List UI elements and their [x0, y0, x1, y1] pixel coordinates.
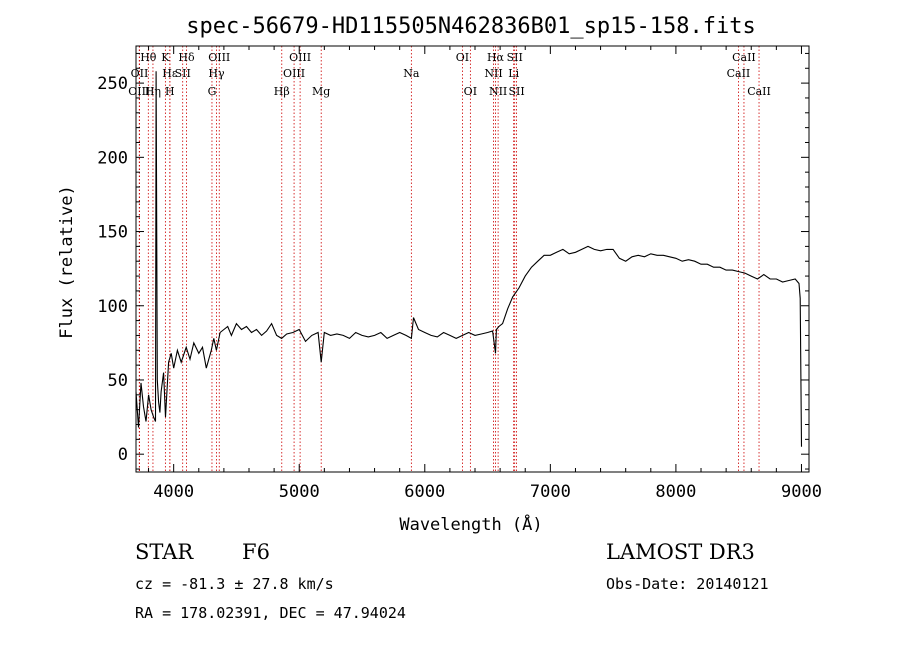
line-label-14: Hβ — [274, 85, 290, 98]
survey-name: LAMOST DR3 — [606, 540, 755, 564]
line-label-9: OIII — [208, 51, 230, 64]
line-label-4: Hε — [162, 67, 178, 80]
y-tick-label-3: 150 — [97, 223, 128, 243]
line-label-1: OII — [131, 67, 149, 80]
line-label-11: G — [208, 85, 217, 98]
line-label-24: SII — [508, 85, 524, 98]
line-label-19: Hα — [487, 51, 505, 64]
x-tick-label-4: 8000 — [655, 482, 696, 502]
x-tick-label-1: 5000 — [279, 482, 320, 502]
spectrum-plot: spec-56679-HD115505N462836B01_sp15-158.f… — [57, 14, 822, 535]
line-label-6: H — [165, 85, 175, 98]
x-tick-label-2: 6000 — [404, 482, 445, 502]
x-axis-label: Wavelength (Å) — [399, 513, 542, 535]
line-label-5: Hη — [145, 85, 161, 98]
object-class: STAR — [135, 540, 194, 564]
line-label-3: K — [161, 51, 170, 64]
axis-ticks: 4000 5000 6000 7000 8000 9000 0 50 100 150 200 250 — [97, 46, 822, 502]
line-label-20: SII — [507, 51, 523, 64]
redshift-velocity: cz = -81.3 ± 27.8 km/s — [135, 575, 334, 593]
line-label-17: OI — [456, 51, 469, 64]
line-label-0: Hθ — [140, 51, 157, 64]
observation-date: Obs-Date: 20140121 — [606, 575, 769, 593]
line-label-18: OI — [464, 85, 477, 98]
line-label-8: SII — [175, 67, 191, 80]
y-tick-label-4: 200 — [97, 148, 128, 168]
line-label-27: CaII — [747, 85, 771, 98]
x-tick-label-3: 7000 — [530, 482, 571, 502]
line-label-25: CaII — [732, 51, 756, 64]
spectral-line-markers — [138, 46, 760, 472]
coordinates: RA = 178.02391, DEC = 47.94024 — [135, 604, 406, 622]
line-label-12: OIII — [289, 51, 311, 64]
line-label-7: Hδ — [178, 51, 195, 64]
line-label-26: CaII — [727, 67, 751, 80]
line-label-22: Li — [508, 67, 519, 80]
y-axis-label: Flux (relative) — [57, 185, 77, 339]
x-tick-label-0: 4000 — [153, 482, 194, 502]
line-label-13: OIII — [283, 67, 305, 80]
object-subclass: F6 — [242, 540, 270, 564]
plot-frame — [135, 45, 810, 473]
y-tick-label-0: 0 — [118, 445, 128, 465]
line-label-2: OIII — [128, 85, 150, 98]
chart-title: spec-56679-HD115505N462836B01_sp15-158.f… — [186, 14, 756, 39]
spectrum-line — [135, 71, 803, 447]
y-tick-label-2: 100 — [97, 297, 128, 317]
x-tick-label-5: 9000 — [781, 482, 822, 502]
line-label-15: Mg — [312, 85, 330, 98]
y-tick-label-5: 250 — [97, 74, 128, 94]
line-label-21: NII — [484, 67, 502, 80]
line-label-23: NII — [489, 85, 507, 98]
line-label-10: Hγ — [208, 67, 225, 80]
y-tick-label-1: 50 — [108, 371, 128, 391]
line-label-16: Na — [403, 67, 420, 80]
